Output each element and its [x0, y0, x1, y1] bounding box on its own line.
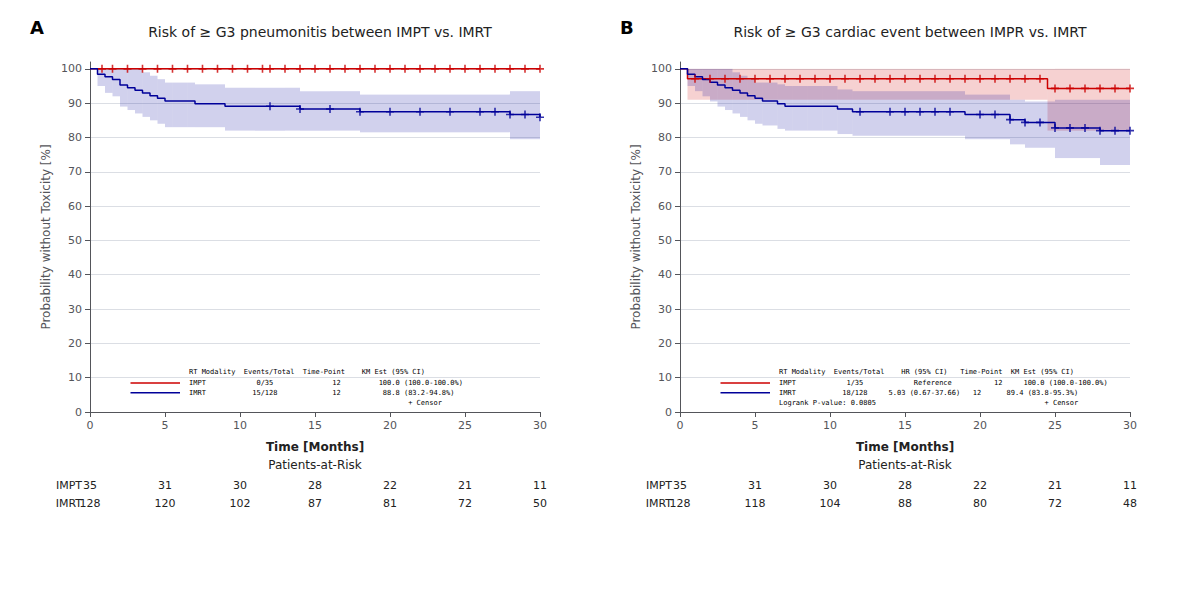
- svg-text:90: 90: [658, 97, 672, 110]
- svg-text:5: 5: [162, 419, 169, 432]
- svg-text:35: 35: [83, 479, 97, 492]
- svg-text:A: A: [30, 17, 44, 38]
- svg-text:IMPT 0/35: IMPT 0/35 12 100.0 (100.0-100.0%): [189, 379, 463, 387]
- svg-text:0: 0: [677, 419, 684, 432]
- svg-text:100: 100: [651, 62, 672, 75]
- svg-text:22: 22: [383, 479, 397, 492]
- svg-text:28: 28: [898, 479, 912, 492]
- svg-text:40: 40: [658, 268, 672, 281]
- svg-text:RT Modality Events/Total H: RT Modality Events/Total HR (95% CI) Tim…: [779, 368, 1074, 376]
- svg-text:10: 10: [68, 371, 82, 384]
- svg-text:15: 15: [308, 419, 322, 432]
- svg-text:128: 128: [670, 497, 691, 510]
- svg-text:104: 104: [820, 497, 841, 510]
- svg-text:102: 102: [230, 497, 251, 510]
- svg-text:IMRT: IMRT: [56, 497, 83, 510]
- svg-text:0: 0: [75, 406, 82, 419]
- svg-text:Time [Months]: Time [Months]: [266, 440, 364, 454]
- svg-text:70: 70: [68, 165, 82, 178]
- svg-text:30: 30: [233, 479, 247, 492]
- svg-text:20: 20: [658, 337, 672, 350]
- svg-text:21: 21: [1048, 479, 1062, 492]
- svg-text:25: 25: [1048, 419, 1062, 432]
- svg-text:20: 20: [973, 419, 987, 432]
- svg-text:Patients-at-Risk: Patients-at-Risk: [268, 458, 362, 472]
- svg-text:RT Modality Events/Total Tim: RT Modality Events/Total Time-Point KM E…: [189, 368, 425, 376]
- svg-text:81: 81: [383, 497, 397, 510]
- svg-text:48: 48: [1123, 497, 1137, 510]
- svg-text:21: 21: [458, 479, 472, 492]
- svg-text:10: 10: [658, 371, 672, 384]
- svg-text:30: 30: [1123, 419, 1137, 432]
- svg-text:50: 50: [658, 234, 672, 247]
- svg-text:IMPT: IMPT: [56, 479, 82, 492]
- svg-text:0: 0: [665, 406, 672, 419]
- svg-text:50: 50: [68, 234, 82, 247]
- svg-text:31: 31: [748, 479, 762, 492]
- svg-text:0: 0: [87, 419, 94, 432]
- svg-text:60: 60: [68, 200, 82, 213]
- svg-text:IMPT 1/35: IMPT 1/35 Reference 12 100.0 (100.0-100.…: [779, 379, 1108, 387]
- svg-text:20: 20: [383, 419, 397, 432]
- svg-text:Patients-at-Risk: Patients-at-Risk: [858, 458, 952, 472]
- svg-text:IMRT 15/128: IMRT 15/128 12 88.8 (83.2-94.8%): [189, 389, 455, 397]
- svg-text:72: 72: [458, 497, 472, 510]
- svg-text:72: 72: [1048, 497, 1062, 510]
- svg-text:Risk of ≥ G3 pneumonitis betwe: Risk of ≥ G3 pneumonitis between IMPT vs…: [148, 24, 492, 40]
- svg-text:11: 11: [533, 479, 547, 492]
- svg-text:40: 40: [68, 268, 82, 281]
- svg-text:5: 5: [752, 419, 759, 432]
- svg-text:50: 50: [533, 497, 547, 510]
- svg-text:15: 15: [898, 419, 912, 432]
- svg-text:118: 118: [745, 497, 766, 510]
- svg-text:30: 30: [658, 303, 672, 316]
- svg-text:10: 10: [233, 419, 247, 432]
- svg-text:35: 35: [673, 479, 687, 492]
- svg-text:60: 60: [658, 200, 672, 213]
- svg-text:10: 10: [823, 419, 837, 432]
- svg-text:Time [Months]: Time [Months]: [856, 440, 954, 454]
- svg-text:IMPT: IMPT: [646, 479, 672, 492]
- svg-text:Probability without Toxicity [: Probability without Toxicity [%]: [39, 144, 53, 329]
- svg-text:25: 25: [458, 419, 472, 432]
- svg-text:90: 90: [68, 97, 82, 110]
- svg-text:80: 80: [658, 131, 672, 144]
- svg-text:28: 28: [308, 479, 322, 492]
- svg-text:100: 100: [61, 62, 82, 75]
- svg-text:30: 30: [68, 303, 82, 316]
- svg-text:80: 80: [68, 131, 82, 144]
- svg-text:31: 31: [158, 479, 172, 492]
- svg-text:87: 87: [308, 497, 322, 510]
- svg-text:B: B: [620, 17, 634, 38]
- svg-text:128: 128: [80, 497, 101, 510]
- svg-text:11: 11: [1123, 479, 1137, 492]
- svg-text:70: 70: [658, 165, 672, 178]
- svg-text:20: 20: [68, 337, 82, 350]
- svg-text:+ Censor: + Censor: [189, 399, 442, 407]
- svg-text:Logrank P-value: 0.0805: Logrank P-value: 0.0805 + Censor: [779, 399, 1078, 407]
- svg-text:IMRT: IMRT: [646, 497, 673, 510]
- svg-text:IMRT 18/128 5.03: IMRT 18/128 5.03 (0.67-37.66) 12 89.4 (8…: [779, 389, 1078, 397]
- svg-text:Probability without Toxicity [: Probability without Toxicity [%]: [629, 144, 643, 329]
- svg-text:Risk of ≥ G3 cardiac event bet: Risk of ≥ G3 cardiac event between IMPR …: [733, 24, 1087, 40]
- svg-text:30: 30: [823, 479, 837, 492]
- svg-text:88: 88: [898, 497, 912, 510]
- svg-text:22: 22: [973, 479, 987, 492]
- svg-text:120: 120: [155, 497, 176, 510]
- svg-text:80: 80: [973, 497, 987, 510]
- svg-text:30: 30: [533, 419, 547, 432]
